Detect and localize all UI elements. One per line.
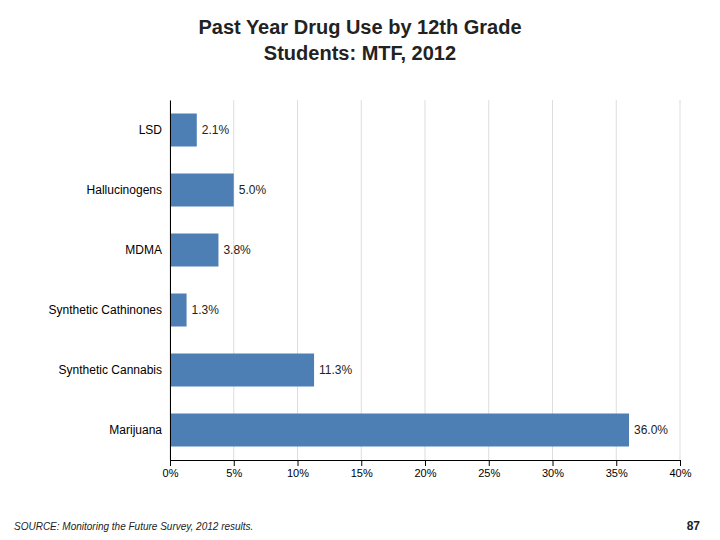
- x-tick: 0%: [163, 460, 179, 479]
- x-tick-label: 25%: [478, 467, 500, 479]
- plot: 0% 5% 10% 15% 20% 25% 30% 35% 40% LSD Hallucinogen…: [49, 100, 692, 479]
- y-tick-label: Hallucinogens: [87, 183, 162, 197]
- y-tick-label: MDMA: [125, 243, 162, 257]
- x-tick-label: 35%: [606, 467, 628, 479]
- grid-line: [552, 100, 553, 460]
- grid-line: [297, 100, 298, 460]
- x-tick: 35%: [606, 460, 628, 479]
- data-label: 3.8%: [223, 243, 251, 257]
- y-axis: LSD Hallucinogens MDMA Synthetic Cathinones…: [49, 101, 171, 461]
- data-label: 5.0%: [239, 183, 267, 197]
- bar: [170, 414, 629, 447]
- x-tick-label: 10%: [287, 467, 309, 479]
- chart: Past Year Drug Use by 12th GradeStudents…: [0, 0, 720, 540]
- y-tick-label: Synthetic Cathinones: [49, 303, 162, 317]
- x-tick-label: 40%: [669, 467, 691, 479]
- y-tick-label: Marijuana: [109, 423, 162, 437]
- y-tick: Marijuana: [109, 423, 162, 437]
- x-tick-mark: [170, 460, 171, 466]
- bar: [170, 114, 197, 147]
- x-tick-mark: [553, 460, 554, 466]
- x-tick-mark: [425, 460, 426, 466]
- x-tick-mark: [489, 460, 490, 466]
- x-tick-mark: [234, 460, 235, 466]
- data-label: 36.0%: [634, 423, 668, 437]
- x-tick-label: 15%: [351, 467, 373, 479]
- x-axis-line: [171, 461, 681, 467]
- bar: [170, 294, 187, 327]
- y-tick: Synthetic Cannabis: [59, 363, 162, 377]
- data-label: 2.1%: [202, 123, 230, 137]
- grid-line: [233, 100, 234, 460]
- y-tick: Synthetic Cathinones: [49, 303, 162, 317]
- grid-line: [616, 100, 617, 460]
- data-label: 1.3%: [192, 303, 220, 317]
- x-tick: 5%: [226, 460, 242, 479]
- grid-line: [488, 100, 489, 460]
- y-tick: LSD: [139, 123, 163, 137]
- x-tick: 30%: [542, 460, 564, 479]
- grid-line: [170, 100, 171, 460]
- y-tick: MDMA: [125, 243, 162, 257]
- x-tick: 15%: [351, 460, 373, 479]
- x-tick-label: 5%: [226, 467, 242, 479]
- bar: [170, 174, 234, 207]
- grid-line: [680, 100, 681, 460]
- bar: [170, 354, 314, 387]
- x-tick-mark: [616, 460, 617, 466]
- x-tick-label: 30%: [542, 467, 564, 479]
- x-axis: 0% 5% 10% 15% 20% 25% 30% 35% 40%: [163, 460, 692, 479]
- x-tick: 10%: [287, 460, 309, 479]
- grid-line: [425, 100, 426, 460]
- x-tick: 25%: [478, 460, 500, 479]
- grid-line: [361, 100, 362, 460]
- x-tick: 20%: [414, 460, 436, 479]
- x-tick-mark: [298, 460, 299, 466]
- bar: [170, 234, 218, 267]
- grid: [170, 100, 680, 460]
- title: Past Year Drug Use by 12th GradeStudents…: [198, 16, 521, 64]
- y-axis-line: [170, 101, 171, 461]
- y-tick-label: Synthetic Cannabis: [59, 363, 162, 377]
- y-tick: Hallucinogens: [87, 183, 162, 197]
- x-tick: 40%: [669, 460, 691, 479]
- page-number: 87: [687, 519, 701, 533]
- bars: [170, 114, 629, 447]
- data-label: 11.3%: [319, 363, 352, 377]
- source: SOURCE: Monitoring the Future Survey, 20…: [14, 521, 253, 532]
- y-tick-label: LSD: [139, 123, 163, 137]
- x-tick-mark: [361, 460, 362, 466]
- x-tick-label: 0%: [163, 467, 179, 479]
- x-tick-mark: [680, 460, 681, 466]
- data-labels: 2.1% 5.0% 3.8% 1.3% 11.3% 36.0%: [192, 123, 669, 437]
- x-tick-label: 20%: [414, 467, 436, 479]
